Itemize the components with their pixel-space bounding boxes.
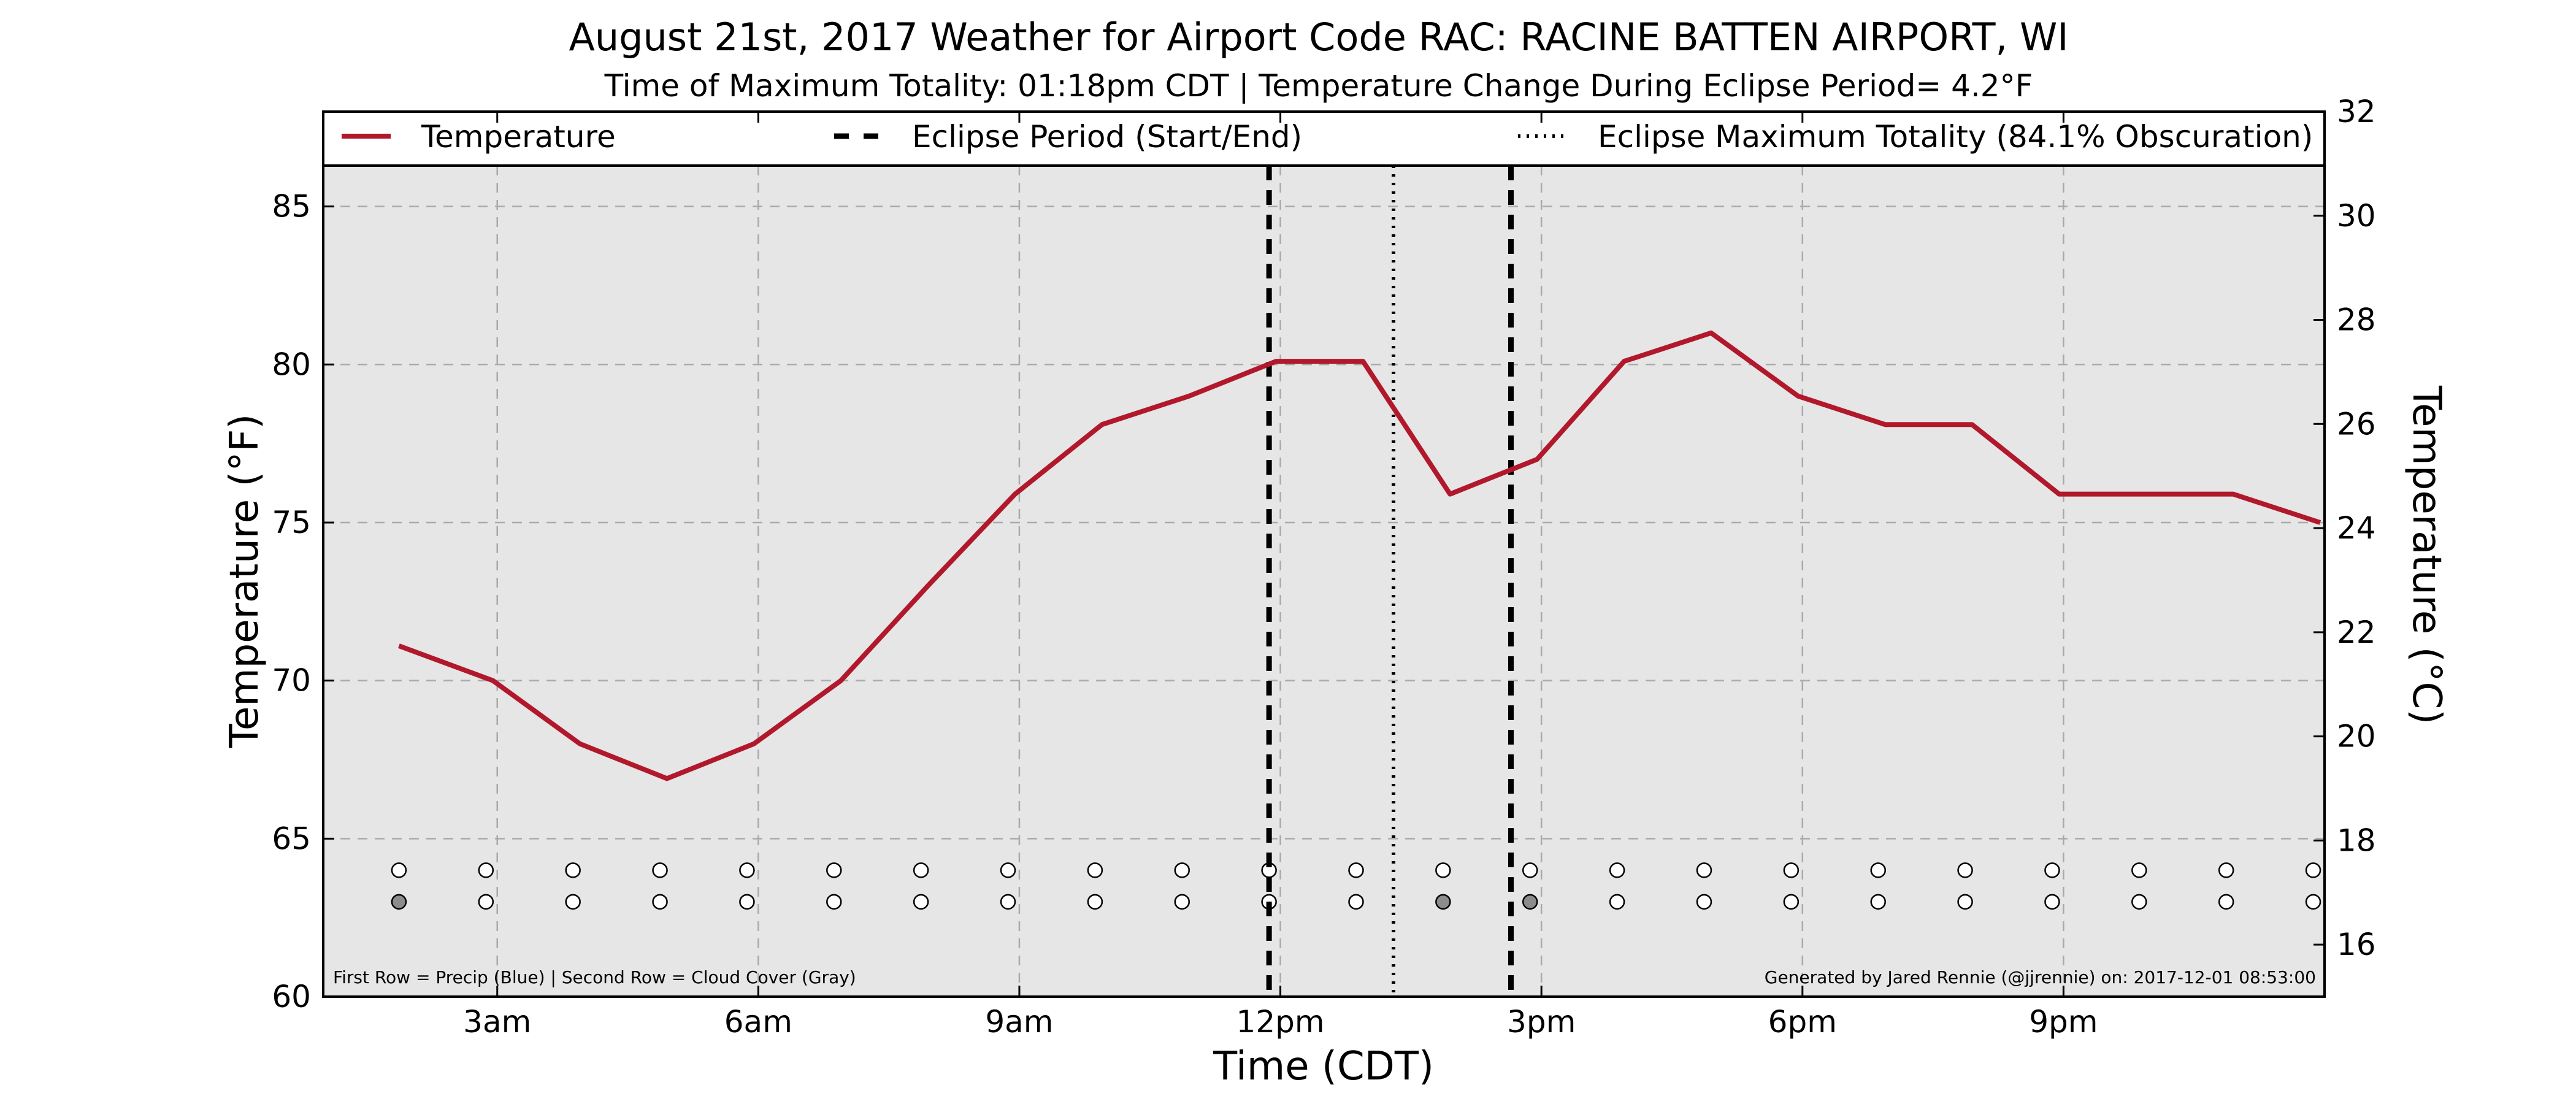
legend-label-eclipse-period: Eclipse Period (Start/End) bbox=[912, 119, 1302, 155]
cloud-cover-marker bbox=[1522, 894, 1538, 910]
cloud-cover-marker bbox=[1087, 894, 1103, 910]
y-right-tick-label: 20 bbox=[2337, 719, 2376, 754]
chart-title: August 21st, 2017 Weather for Airport Co… bbox=[569, 15, 2068, 59]
y-tick-label: 85 bbox=[272, 189, 311, 224]
x-tick-label: 9pm bbox=[2029, 1004, 2098, 1040]
footnote-credit: Generated by Jared Rennie (@jjrennie) on… bbox=[1765, 967, 2316, 987]
y-tick-label: 60 bbox=[272, 979, 311, 1014]
x-tick-label: 6pm bbox=[1768, 1004, 1837, 1040]
precip-marker bbox=[1522, 862, 1538, 878]
x-tick-label: 3am bbox=[463, 1004, 531, 1040]
precip-marker bbox=[1609, 862, 1625, 878]
observation-rows bbox=[391, 862, 2321, 910]
cloud-cover-marker bbox=[1174, 894, 1190, 910]
cloud-cover-marker bbox=[2044, 894, 2060, 910]
x-axis-ticks: 3am 6am 9am 12pm 3pm 6pm 9pm bbox=[463, 112, 2098, 1040]
y-right-axis-label: Temperature (°C) bbox=[2404, 385, 2449, 724]
cloud-cover-marker bbox=[652, 894, 668, 910]
x-tick-label: 3pm bbox=[1507, 1004, 1576, 1040]
temperature-line bbox=[398, 330, 2321, 781]
precip-marker bbox=[2218, 862, 2234, 878]
legend: Temperature Eclipse Period (Start/End) E… bbox=[342, 119, 2313, 155]
cloud-cover-marker bbox=[1696, 894, 1712, 910]
cloud-cover-marker bbox=[2218, 894, 2234, 910]
precip-marker bbox=[565, 862, 581, 878]
y-tick-label: 70 bbox=[272, 663, 311, 699]
chart-subtitle: Time of Maximum Totality: 01:18pm CDT | … bbox=[604, 68, 2033, 104]
y-right-axis-ticks: 16 18 20 22 24 26 28 30 32 bbox=[2313, 94, 2376, 962]
y-right-tick-label: 18 bbox=[2337, 822, 2376, 858]
precip-marker bbox=[2131, 862, 2147, 878]
legend-box bbox=[322, 110, 2326, 167]
precip-marker bbox=[739, 862, 755, 878]
y-tick-label: 75 bbox=[272, 505, 311, 540]
cloud-cover-marker bbox=[913, 894, 929, 910]
precip-marker bbox=[1957, 862, 1973, 878]
y-right-tick-label: 22 bbox=[2337, 615, 2376, 650]
cloud-cover-marker bbox=[1870, 894, 1886, 910]
grid-lines bbox=[323, 166, 2325, 997]
precip-marker bbox=[1870, 862, 1886, 878]
cloud-cover-marker bbox=[391, 894, 407, 910]
y-right-tick-label: 26 bbox=[2337, 406, 2376, 442]
cloud-cover-marker bbox=[2305, 894, 2321, 910]
precip-marker bbox=[913, 862, 929, 878]
precip-marker bbox=[1696, 862, 1712, 878]
cloud-cover-marker bbox=[1783, 894, 1800, 910]
x-axis-label: Time (CDT) bbox=[1213, 1044, 1434, 1089]
precip-marker bbox=[478, 862, 494, 878]
precip-marker bbox=[1348, 862, 1364, 878]
legend-label-temperature: Temperature bbox=[421, 119, 616, 155]
y-tick-label: 65 bbox=[272, 821, 311, 856]
precip-marker bbox=[2044, 862, 2060, 878]
temperature-series bbox=[398, 330, 2321, 781]
precip-marker bbox=[1783, 862, 1800, 878]
y-tick-label: 80 bbox=[272, 347, 311, 382]
cloud-cover-marker bbox=[1435, 894, 1451, 910]
y-right-tick-label: 32 bbox=[2337, 94, 2376, 129]
y-right-tick-label: 16 bbox=[2337, 927, 2376, 962]
y-right-tick-label: 24 bbox=[2337, 510, 2376, 546]
cloud-cover-marker bbox=[1348, 894, 1364, 910]
cloud-cover-marker bbox=[565, 894, 581, 910]
y-right-tick-label: 30 bbox=[2337, 198, 2376, 234]
cloud-cover-marker bbox=[739, 894, 755, 910]
eclipse-markers bbox=[1266, 166, 1514, 997]
cloud-cover-marker bbox=[826, 894, 842, 910]
cloud-cover-marker bbox=[1957, 894, 1973, 910]
precip-marker bbox=[2305, 862, 2321, 878]
precip-marker bbox=[1174, 862, 1190, 878]
precip-marker bbox=[1000, 862, 1016, 878]
plot-area bbox=[323, 166, 2325, 997]
precip-marker bbox=[652, 862, 668, 878]
precip-marker bbox=[1087, 862, 1103, 878]
precip-marker bbox=[391, 862, 407, 878]
precip-marker bbox=[826, 862, 842, 878]
y-right-tick-label: 28 bbox=[2337, 302, 2376, 338]
cloud-cover-marker bbox=[478, 894, 494, 910]
footnote-legend: First Row = Precip (Blue) | Second Row =… bbox=[333, 967, 856, 987]
x-tick-label: 6am bbox=[724, 1004, 792, 1040]
y-axis-ticks: 60 65 70 75 80 85 bbox=[272, 189, 334, 1014]
precip-marker bbox=[1435, 862, 1451, 878]
cloud-cover-marker bbox=[1609, 894, 1625, 910]
x-tick-label: 12pm bbox=[1236, 1004, 1325, 1040]
legend-label-max-totality: Eclipse Maximum Totality (84.1% Obscurat… bbox=[1598, 119, 2313, 155]
x-tick-label: 9am bbox=[985, 1004, 1053, 1040]
cloud-cover-marker bbox=[2131, 894, 2147, 910]
cloud-cover-marker bbox=[1000, 894, 1016, 910]
y-axis-label: Temperature (°F) bbox=[222, 414, 267, 749]
